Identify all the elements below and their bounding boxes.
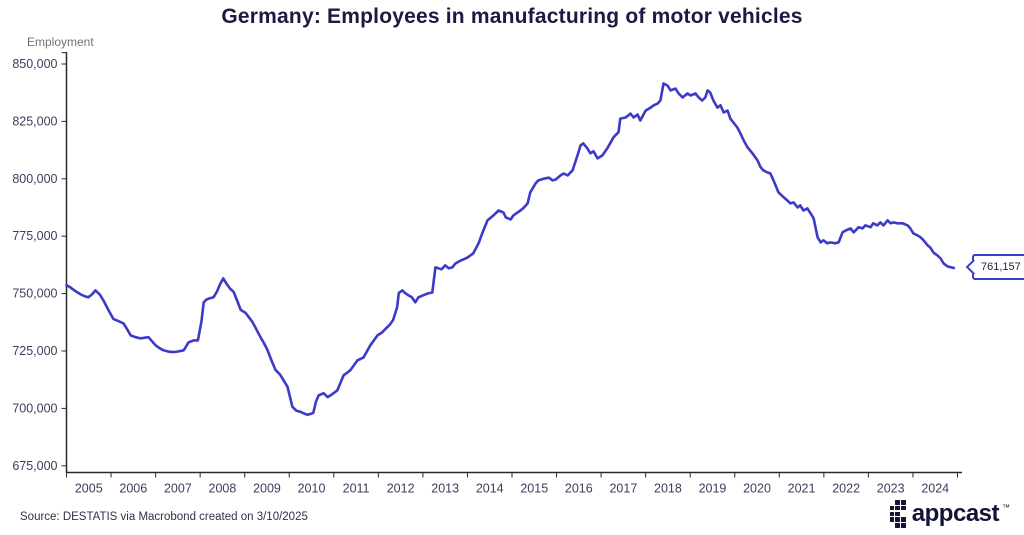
svg-text:2010: 2010 <box>298 482 326 496</box>
svg-text:2019: 2019 <box>699 482 727 496</box>
svg-text:775,000: 775,000 <box>12 229 57 243</box>
source-note: Source: DESTATIS via Macrobond created o… <box>20 511 308 523</box>
appcast-logo: appcast ™ <box>889 500 1010 528</box>
svg-text:675,000: 675,000 <box>12 459 57 473</box>
svg-text:750,000: 750,000 <box>12 287 57 301</box>
y-axis-title: Employment <box>27 35 94 49</box>
svg-text:2021: 2021 <box>788 482 816 496</box>
appcast-logo-icon <box>889 500 906 528</box>
svg-text:2018: 2018 <box>654 482 682 496</box>
latest-value-callout: 761,157 <box>972 254 1024 280</box>
svg-text:2008: 2008 <box>209 482 237 496</box>
svg-text:2017: 2017 <box>609 482 637 496</box>
svg-text:725,000: 725,000 <box>12 344 57 358</box>
svg-text:2020: 2020 <box>743 482 771 496</box>
trademark-icon: ™ <box>1002 503 1010 512</box>
svg-text:2024: 2024 <box>921 482 949 496</box>
appcast-wordmark: appcast <box>911 500 1000 528</box>
svg-text:700,000: 700,000 <box>12 401 57 415</box>
svg-text:2011: 2011 <box>343 482 370 496</box>
svg-text:2005: 2005 <box>75 482 103 496</box>
svg-text:2023: 2023 <box>877 482 905 496</box>
svg-text:850,000: 850,000 <box>12 57 57 71</box>
svg-text:2007: 2007 <box>164 482 192 496</box>
svg-text:800,000: 800,000 <box>12 172 57 186</box>
svg-text:2016: 2016 <box>565 482 593 496</box>
svg-text:2012: 2012 <box>387 482 415 496</box>
svg-text:2022: 2022 <box>832 482 860 496</box>
svg-text:2006: 2006 <box>119 482 147 496</box>
svg-text:2013: 2013 <box>431 482 459 496</box>
svg-text:2015: 2015 <box>520 482 548 496</box>
chart-title: Germany: Employees in manufacturing of m… <box>221 5 803 28</box>
svg-text:825,000: 825,000 <box>12 114 57 128</box>
latest-value-label: 761,157 <box>981 261 1021 273</box>
svg-text:2014: 2014 <box>476 482 504 496</box>
svg-text:2009: 2009 <box>253 482 281 496</box>
